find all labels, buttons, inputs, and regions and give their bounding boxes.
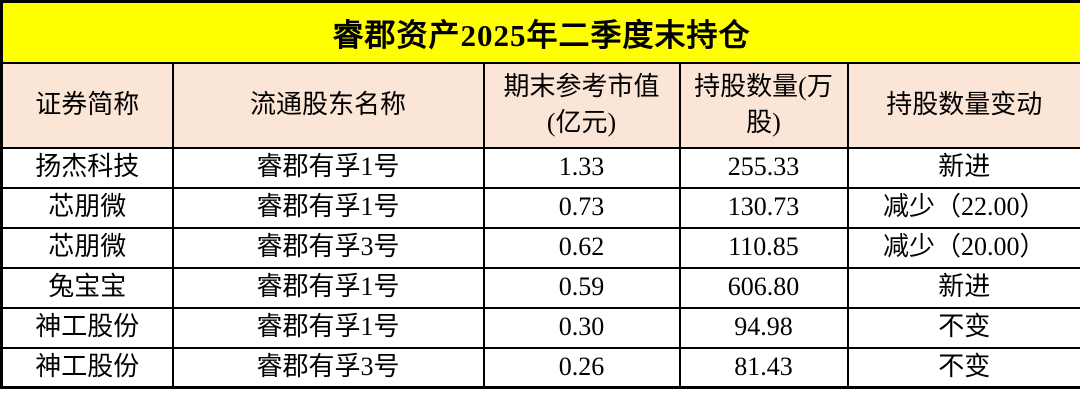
cell-shares-change: 减少（20.00） — [846, 226, 1080, 269]
cell-security-name: 神工股份 — [0, 346, 174, 389]
cell-shareholder-name: 睿郡有孚1号 — [171, 186, 485, 229]
cell-shares-change: 不变 — [846, 306, 1080, 349]
table-row: 芯朋微 睿郡有孚3号 0.62 110.85 减少（20.00） — [0, 226, 1080, 269]
column-header-shares-change: 持股数量变动 — [846, 61, 1080, 149]
table-title: 睿郡资产2025年二季度末持仓 — [0, 0, 1080, 64]
column-header-shares-held: 持股数量(万股) — [678, 61, 849, 149]
cell-shares-held: 606.80 — [678, 266, 849, 309]
cell-market-value: 0.73 — [482, 186, 681, 229]
table-row: 兔宝宝 睿郡有孚1号 0.59 606.80 新进 — [0, 266, 1080, 309]
table-row: 神工股份 睿郡有孚1号 0.30 94.98 不变 — [0, 306, 1080, 349]
cell-shares-held: 81.43 — [678, 346, 849, 389]
column-header-market-value: 期末参考市值(亿元) — [482, 61, 681, 149]
cell-shares-change: 不变 — [846, 346, 1080, 389]
cell-shares-change: 新进 — [846, 146, 1080, 189]
title-row: 睿郡资产2025年二季度末持仓 — [0, 0, 1080, 64]
cell-security-name: 神工股份 — [0, 306, 174, 349]
table-row: 神工股份 睿郡有孚3号 0.26 81.43 不变 — [0, 346, 1080, 389]
table-body: 扬杰科技 睿郡有孚1号 1.33 255.33 新进 芯朋微 睿郡有孚1号 0.… — [0, 146, 1080, 389]
cell-market-value: 0.30 — [482, 306, 681, 349]
cell-market-value: 0.62 — [482, 226, 681, 269]
cell-security-name: 芯朋微 — [0, 226, 174, 269]
cell-shares-held: 110.85 — [678, 226, 849, 269]
table-row: 扬杰科技 睿郡有孚1号 1.33 255.33 新进 — [0, 146, 1080, 189]
column-header-shareholder-name: 流通股东名称 — [171, 61, 485, 149]
cell-shares-held: 255.33 — [678, 146, 849, 189]
cell-security-name: 芯朋微 — [0, 186, 174, 229]
cell-shareholder-name: 睿郡有孚1号 — [171, 146, 485, 189]
cell-market-value: 0.26 — [482, 346, 681, 389]
cell-market-value: 0.59 — [482, 266, 681, 309]
holdings-table: 睿郡资产2025年二季度末持仓 证券简称 流通股东名称 期末参考市值(亿元) 持… — [0, 0, 1080, 389]
cell-shareholder-name: 睿郡有孚1号 — [171, 306, 485, 349]
header-row: 证券简称 流通股东名称 期末参考市值(亿元) 持股数量(万股) 持股数量变动 — [0, 61, 1080, 149]
cell-shareholder-name: 睿郡有孚3号 — [171, 226, 485, 269]
cell-shareholder-name: 睿郡有孚1号 — [171, 266, 485, 309]
cell-shares-held: 94.98 — [678, 306, 849, 349]
cell-security-name: 兔宝宝 — [0, 266, 174, 309]
cell-shares-change: 新进 — [846, 266, 1080, 309]
cell-shares-held: 130.73 — [678, 186, 849, 229]
cell-security-name: 扬杰科技 — [0, 146, 174, 189]
column-header-security-name: 证券简称 — [0, 61, 174, 149]
table-row: 芯朋微 睿郡有孚1号 0.73 130.73 减少（22.00） — [0, 186, 1080, 229]
cell-shares-change: 减少（22.00） — [846, 186, 1080, 229]
cell-market-value: 1.33 — [482, 146, 681, 189]
cell-shareholder-name: 睿郡有孚3号 — [171, 346, 485, 389]
